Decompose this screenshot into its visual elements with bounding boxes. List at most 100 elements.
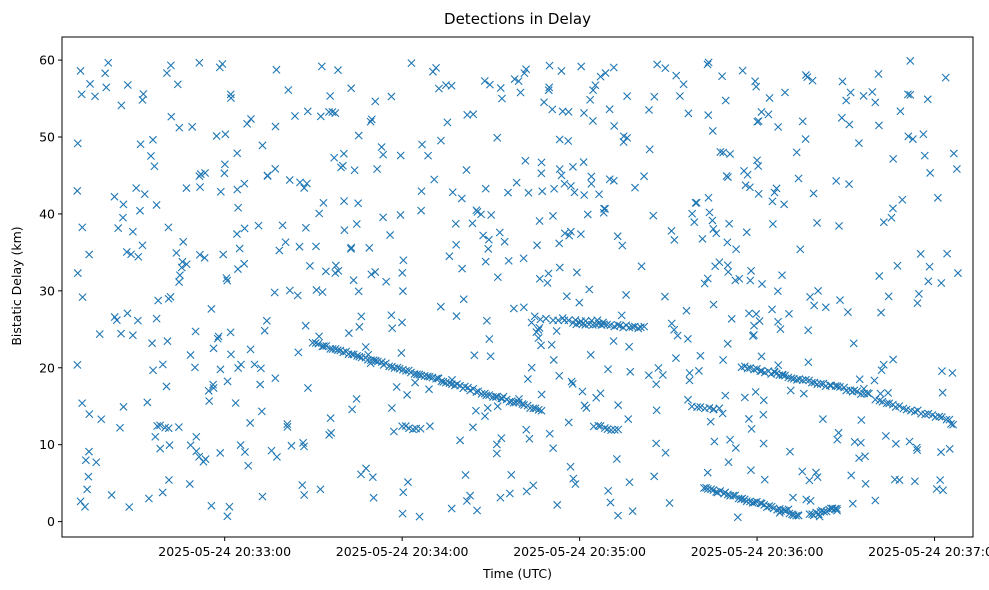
- detection-point: [389, 427, 398, 436]
- detection-point: [773, 287, 782, 296]
- detection-point: [594, 421, 603, 430]
- detection-point: [855, 375, 864, 384]
- detection-point: [371, 97, 380, 106]
- detection-point: [953, 269, 962, 278]
- detection-point: [139, 90, 148, 98]
- detection-point: [240, 224, 249, 233]
- detection-point: [164, 223, 173, 232]
- detection-point: [543, 278, 552, 287]
- detection-point: [175, 271, 184, 280]
- detection-point: [73, 360, 82, 369]
- detection-point: [877, 366, 886, 375]
- detection-point: [432, 374, 441, 383]
- detection-point: [579, 109, 588, 117]
- detection-point: [386, 231, 395, 240]
- detection-point: [182, 260, 191, 269]
- detection-point: [355, 352, 364, 361]
- detection-point: [396, 210, 405, 219]
- detection-point: [447, 504, 456, 513]
- detection-point: [759, 396, 768, 405]
- detection-point: [566, 227, 575, 236]
- detection-point: [685, 376, 694, 385]
- detection-point: [191, 327, 200, 336]
- detection-point: [640, 322, 649, 331]
- detection-point: [254, 221, 263, 230]
- detection-point: [798, 117, 807, 126]
- detection-point: [319, 342, 328, 351]
- detection-point: [243, 119, 252, 128]
- detection-point: [848, 499, 857, 508]
- detection-point: [334, 266, 343, 275]
- detection-point: [430, 175, 439, 184]
- detection-point: [738, 494, 747, 503]
- detection-point: [547, 340, 556, 349]
- detection-point: [354, 199, 363, 208]
- detection-point: [833, 435, 842, 444]
- detection-point: [207, 304, 216, 313]
- detection-point: [560, 229, 569, 238]
- detection-point: [493, 133, 502, 142]
- detection-point: [537, 390, 546, 399]
- detection-point: [468, 219, 477, 228]
- detection-point: [484, 244, 493, 253]
- detection-point: [164, 424, 173, 433]
- detection-point: [723, 339, 732, 348]
- detection-point: [290, 112, 299, 121]
- detection-point: [760, 475, 769, 484]
- detection-point: [107, 491, 116, 500]
- detection-point: [492, 440, 501, 449]
- detection-point: [81, 502, 89, 511]
- detection-point: [487, 210, 496, 219]
- detection-point: [575, 318, 584, 327]
- detection-point: [195, 250, 204, 259]
- detection-point: [571, 480, 580, 489]
- detection-point: [452, 240, 461, 249]
- detection-point: [613, 320, 622, 329]
- detection-point: [398, 318, 406, 327]
- detection-point: [158, 360, 167, 369]
- detection-point: [818, 415, 827, 424]
- detection-point: [849, 339, 858, 348]
- detection-point: [325, 430, 334, 439]
- detection-point: [86, 79, 95, 88]
- detection-point: [78, 223, 87, 232]
- detection-point: [813, 218, 822, 227]
- detection-point: [658, 370, 667, 379]
- detection-point: [770, 188, 779, 197]
- detection-point: [339, 348, 348, 357]
- detection-point: [199, 457, 208, 466]
- detection-point: [287, 441, 296, 450]
- detection-point: [119, 402, 128, 411]
- detection-point: [831, 504, 840, 513]
- x-axis: 2025-05-24 20:33:00 2025-05-24 20:34:00 20…: [158, 537, 989, 559]
- detection-point: [913, 446, 922, 455]
- detection-point: [801, 71, 810, 80]
- detection-point: [564, 137, 573, 146]
- detection-point: [671, 354, 680, 363]
- detection-point: [172, 248, 181, 257]
- detection-point: [144, 494, 153, 503]
- detection-point: [311, 339, 320, 348]
- detection-point: [352, 220, 361, 228]
- detection-point: [236, 360, 245, 369]
- detection-point: [554, 316, 563, 325]
- detection-point: [693, 403, 702, 412]
- detection-point: [670, 235, 679, 244]
- detection-point: [719, 356, 728, 364]
- detection-point: [811, 468, 820, 477]
- detection-point: [595, 190, 604, 199]
- detection-point: [482, 391, 491, 400]
- detection-point: [846, 88, 855, 97]
- detection-point: [775, 504, 784, 513]
- detection-point: [732, 245, 741, 254]
- detection-point: [614, 401, 623, 410]
- detection-point: [407, 59, 416, 68]
- detection-point: [703, 468, 712, 477]
- detection-point: [871, 496, 880, 505]
- detection-point: [540, 98, 549, 107]
- detection-point: [898, 195, 907, 204]
- detection-point: [123, 309, 132, 318]
- y-axis: 0 10 20 30 40 50 60: [39, 53, 62, 529]
- detection-point: [884, 388, 893, 397]
